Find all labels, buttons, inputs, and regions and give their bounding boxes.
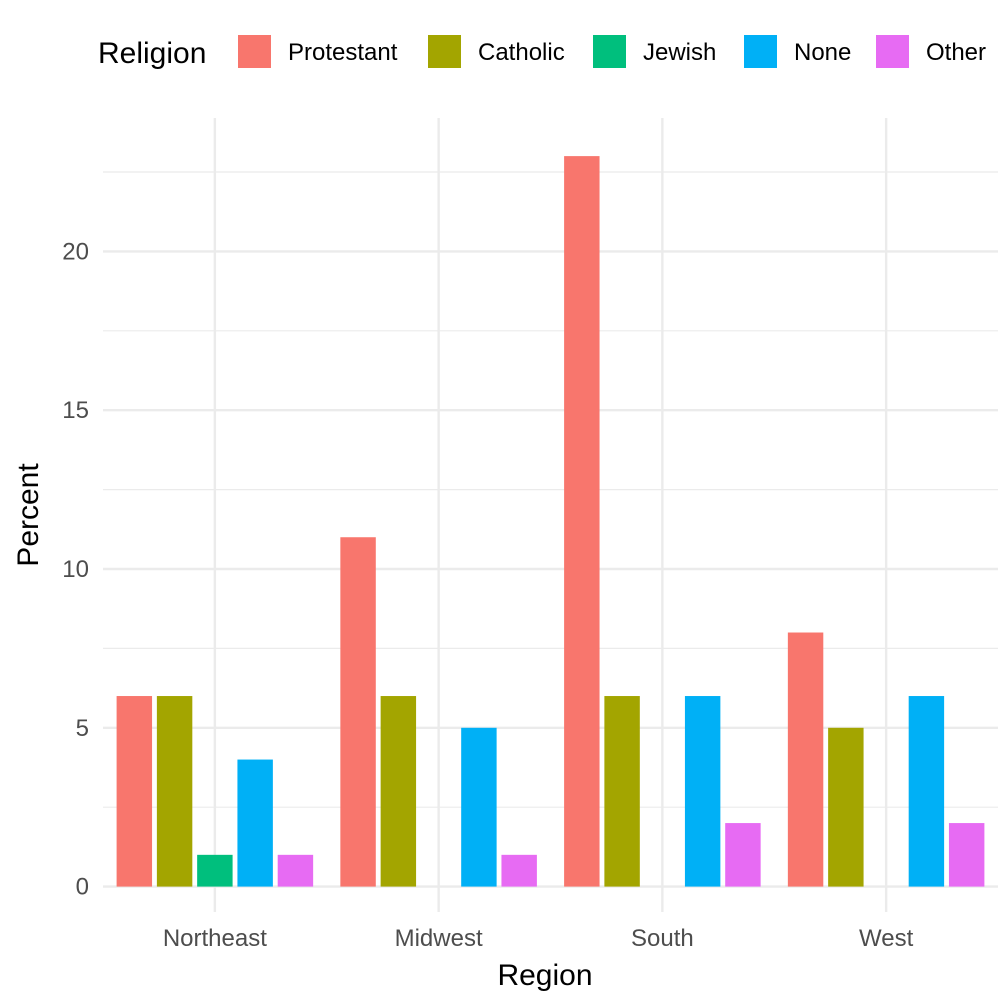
legend-key-none <box>744 35 777 68</box>
y-tick-label: 10 <box>62 556 89 583</box>
bar-west-catholic <box>828 727 864 887</box>
bar-south-other <box>725 823 761 887</box>
x-axis-title: Region <box>497 959 592 992</box>
bar-northeast-catholic <box>156 696 193 887</box>
bar-midwest-protestant <box>340 537 376 887</box>
y-tick-label: 15 <box>62 397 89 424</box>
x-tick-label: South <box>631 925 694 952</box>
x-tick-labels: Northeast Midwest South West <box>163 925 914 952</box>
y-tick-label: 0 <box>76 874 89 901</box>
legend-label-none: None <box>794 39 851 66</box>
bar-south-protestant <box>564 156 600 887</box>
y-tick-label: 5 <box>76 715 89 742</box>
bar-west-protestant <box>787 632 824 887</box>
x-tick-label: Northeast <box>163 925 267 952</box>
bar-west-none <box>908 696 945 887</box>
bar-northeast-other <box>277 854 314 887</box>
y-tick-label: 20 <box>62 238 89 265</box>
bar-south-catholic <box>604 696 640 887</box>
legend-key-catholic <box>428 35 461 68</box>
bar-midwest-none <box>461 727 497 887</box>
bars <box>116 156 985 887</box>
legend-key-jewish <box>593 35 626 68</box>
bar-northeast-jewish <box>197 854 233 887</box>
legend-key-other <box>876 35 909 68</box>
x-tick-label: West <box>859 925 914 952</box>
bar-south-none <box>684 696 721 887</box>
legend-label-protestant: Protestant <box>288 39 398 66</box>
bar-midwest-other <box>501 854 537 887</box>
y-axis-title: Percent <box>12 463 45 567</box>
legend-label-catholic: Catholic <box>478 39 565 66</box>
x-tick-label: Midwest <box>395 925 483 952</box>
legend: Religion Protestant Catholic Jewish None Oth… <box>98 35 986 70</box>
bar-northeast-none <box>237 759 273 887</box>
legend-key-protestant <box>238 35 271 68</box>
bar-midwest-catholic <box>380 696 417 887</box>
bar-northeast-protestant <box>116 696 153 887</box>
y-tick-labels: 0 5 10 15 20 <box>62 238 89 900</box>
legend-label-other: Other <box>926 39 986 66</box>
bar-west-other <box>948 823 985 887</box>
legend-label-jewish: Jewish <box>643 39 716 66</box>
legend-title: Religion <box>98 37 206 70</box>
